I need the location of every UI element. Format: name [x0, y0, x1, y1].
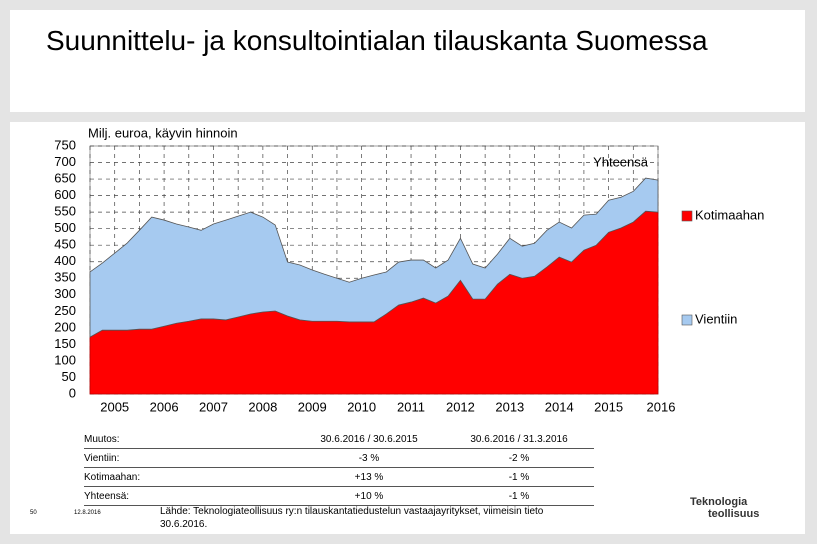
y-tick-label: 400	[54, 253, 76, 268]
legend-swatch	[681, 210, 693, 222]
logo: Teknologia teollisuus	[690, 496, 759, 520]
x-tick-label: 2015	[594, 399, 623, 414]
y-tick-label: 550	[54, 204, 76, 219]
x-tick-label: 2006	[150, 399, 179, 414]
y-tick-label: 50	[62, 369, 76, 384]
x-tick-label: 2009	[298, 399, 327, 414]
chart-title: Suunnittelu- ja konsultointialan tilausk…	[46, 25, 708, 56]
x-tick-label: 2014	[545, 399, 574, 414]
y-tick-label: 150	[54, 336, 76, 351]
y-tick-label: 650	[54, 171, 76, 186]
y-tick-label: 0	[69, 385, 76, 400]
y-tick-label: 250	[54, 303, 76, 318]
y-tick-label: 200	[54, 319, 76, 334]
table-cell: 30.6.2016 / 31.3.2016	[444, 430, 594, 449]
y-tick-label: 350	[54, 270, 76, 285]
y-tick-label: 750	[54, 137, 76, 152]
table-cell: +13 %	[294, 467, 444, 487]
y-tick-label: 450	[54, 237, 76, 252]
table-row: Kotimaahan: +13 % -1 %	[84, 467, 594, 487]
legend-label: Kotimaahan	[695, 207, 764, 222]
table-cell: Yhteensä:	[84, 486, 294, 506]
legend-label: Vientiin	[695, 311, 737, 326]
table-cell: +10 %	[294, 486, 444, 506]
x-tick-label: 2008	[248, 399, 277, 414]
table-cell: Vientiin:	[84, 448, 294, 468]
date: 12.8.2016	[74, 510, 101, 516]
y-tick-label: 500	[54, 220, 76, 235]
y-axis-label: Milj. euroa, käyvin hinnoin	[88, 125, 238, 140]
y-tick-label: 600	[54, 187, 76, 202]
logo-text: Teknologia	[690, 496, 748, 508]
y-tick-label: 700	[54, 154, 76, 169]
x-tick-label: 2013	[495, 399, 524, 414]
y-tick-label: 100	[54, 352, 76, 367]
title-box: Suunnittelu- ja konsultointialan tilausk…	[10, 10, 805, 112]
table-cell: -3 %	[294, 448, 444, 468]
x-tick-label: 2005	[100, 399, 129, 414]
page-number: 50	[30, 510, 37, 516]
table-cell: -2 %	[444, 448, 594, 468]
logo-text: teollisuus	[708, 508, 760, 520]
table-row: Vientiin: -3 % -2 %	[84, 448, 594, 468]
change-table: Muutos: 30.6.2016 / 30.6.2015 30.6.2016 / …	[84, 430, 594, 506]
source: Lähde: Teknologiateollisuus ry:n tilausk…	[160, 506, 544, 530]
table-cell: -1 %	[444, 486, 594, 506]
x-tick-label: 2012	[446, 399, 475, 414]
annotation: Yhteensä	[593, 154, 649, 169]
table-cell: 30.6.2016 / 30.6.2015	[294, 430, 444, 449]
area	[89, 177, 659, 338]
x-tick-label: 2011	[397, 399, 425, 414]
x-tick-label: 2007	[199, 399, 228, 414]
table-row: Yhteensä: +10 % -1 %	[84, 486, 594, 506]
table-cell: -1 %	[444, 467, 594, 487]
x-tick-label: 2016	[647, 399, 676, 414]
y-tick-label: 300	[54, 286, 76, 301]
table-cell: Kotimaahan:	[84, 467, 294, 487]
table-row: Muutos: 30.6.2016 / 30.6.2015 30.6.2016 / …	[84, 430, 594, 449]
legend-swatch	[681, 314, 693, 326]
x-tick-label: 2010	[347, 399, 376, 414]
table-cell: Muutos:	[84, 430, 294, 449]
